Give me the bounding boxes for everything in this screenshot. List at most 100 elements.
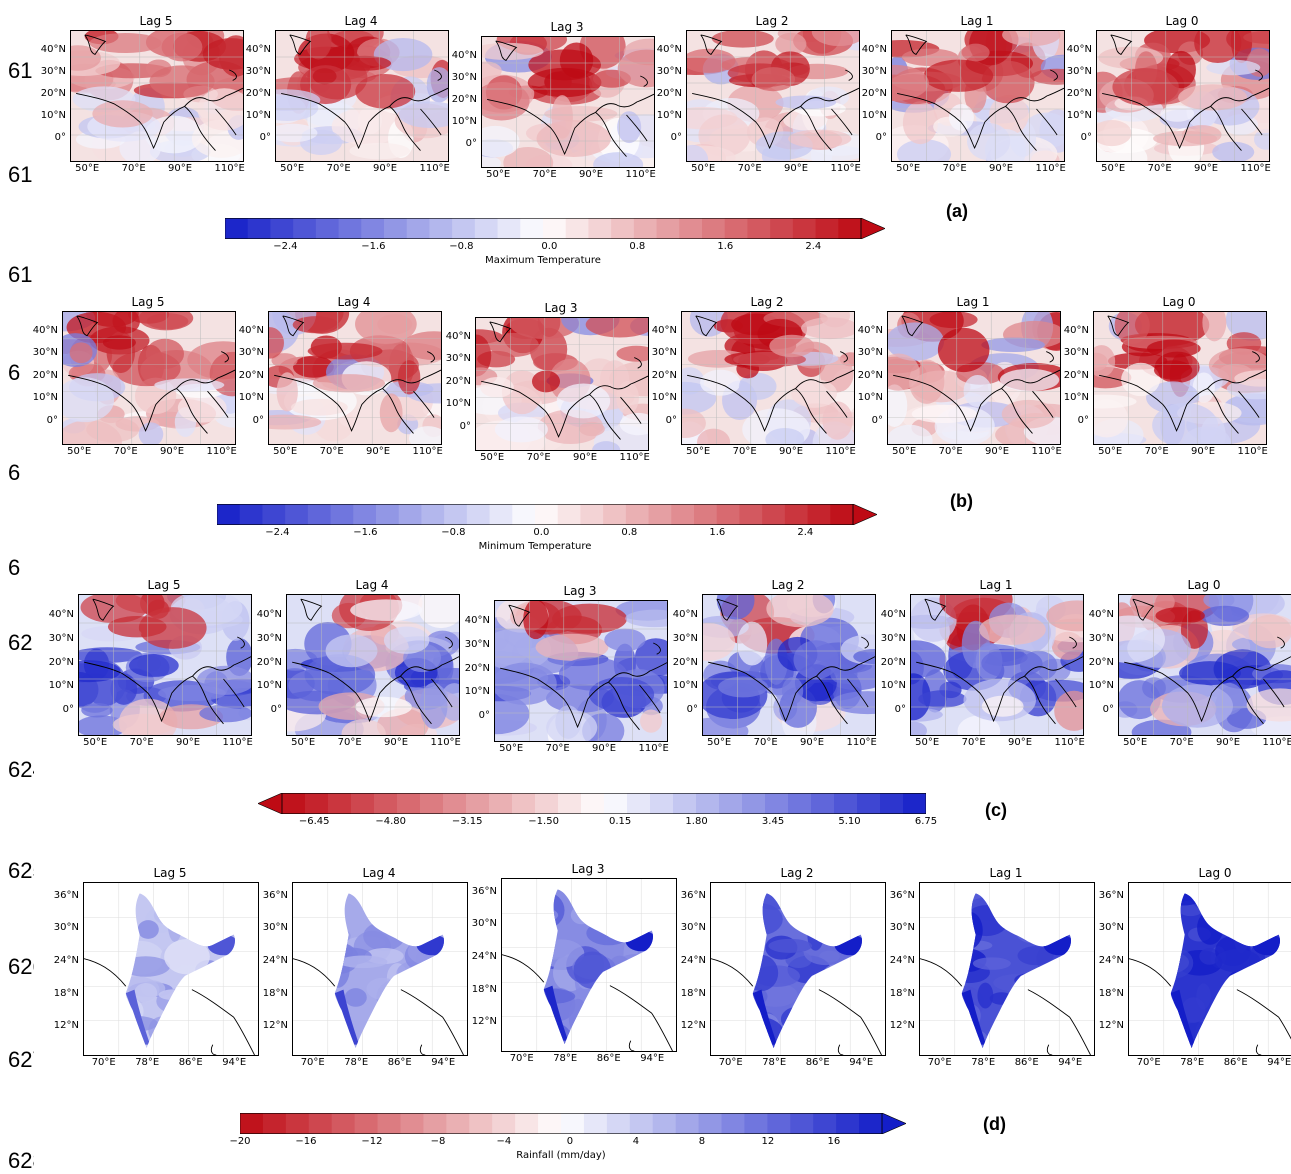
field-blob: [918, 690, 967, 708]
field-blob: [63, 377, 115, 423]
map-subplot: [891, 30, 1065, 162]
rainfall-blob: [1197, 910, 1224, 945]
latitude-label: 10°N: [880, 680, 906, 692]
map-title: Lag 1: [960, 14, 994, 28]
colorbar-band: [353, 504, 377, 525]
colorbar-tick-label: 2.4: [805, 241, 822, 252]
colorbar-band: [497, 218, 521, 239]
longitude-label: 78°E: [971, 1057, 996, 1068]
field-blob: [697, 428, 731, 444]
rainfall-blob: [1170, 1006, 1176, 1032]
map-title: Lag 2: [755, 14, 789, 28]
map-title: Lag 2: [780, 866, 814, 880]
rainfall-blob: [1026, 1004, 1046, 1033]
rainfall-blob: [805, 896, 836, 926]
colorbar-band: [492, 1113, 516, 1134]
latitude-label: 40°N: [464, 615, 490, 626]
colorbar-outline: [240, 1113, 883, 1134]
colorbar-band: [328, 793, 352, 814]
map-field: [293, 883, 467, 1055]
latitude-label: 10°N: [238, 392, 264, 404]
rainfall-blob: [394, 1017, 431, 1036]
coastline: [920, 959, 1091, 1055]
latitude-label: 24°N: [471, 951, 497, 963]
longitude-label: 90°E: [373, 163, 398, 174]
west-coast-rain: [752, 989, 778, 1045]
longitude-label: 70°E: [938, 446, 963, 457]
longitude-label: 70°E: [319, 446, 344, 457]
latitude-label: 30°N: [861, 65, 887, 77]
latitude-label: 30°N: [464, 638, 490, 650]
colorbar-band: [696, 793, 720, 814]
map-title: Lag 0: [1187, 578, 1221, 592]
rainfall-blob: [1170, 950, 1190, 975]
colorbar-band: [629, 1113, 654, 1134]
colorbar-band: [240, 1113, 264, 1134]
line-number: 6: [8, 555, 21, 580]
rainfall-blob: [640, 958, 654, 984]
rainfall-blob: [381, 1032, 424, 1048]
field-blob: [775, 95, 837, 110]
map-field: [269, 312, 441, 444]
rainfall-blob: [816, 905, 843, 921]
longitude-label: 70°E: [1136, 1057, 1161, 1068]
colorbar-band: [838, 218, 862, 239]
longitude-label: 50°E: [1123, 737, 1148, 748]
colorbar-band: [611, 218, 635, 239]
latitude-label: 20°N: [857, 369, 883, 381]
field-blob: [1147, 339, 1201, 358]
latitude-label: 20°N: [880, 656, 906, 668]
field-blob: [617, 111, 642, 144]
rainfall-field: [752, 893, 863, 1049]
colorbar-tick-label: 2.4: [797, 527, 814, 538]
latitude-label: 20°N: [861, 87, 887, 99]
map-subplot: [83, 882, 259, 1056]
latitude-label: 40°N: [451, 49, 477, 61]
field-blob: [137, 655, 161, 672]
field-blob: [488, 332, 539, 357]
longitude-label: 50°E: [486, 169, 511, 180]
field-blob: [1112, 68, 1179, 106]
longitude-label: 110°E: [830, 163, 861, 174]
latitude-label: 30°N: [651, 347, 677, 359]
field-blob: [71, 45, 101, 71]
colorbar-band: [515, 1113, 539, 1134]
colorbar-tick-label: 1.6: [717, 241, 734, 252]
rainfall-blob: [217, 911, 236, 938]
field-blob: [1160, 105, 1195, 122]
latitude-label: 40°N: [857, 324, 883, 336]
colorbar-band: [400, 1113, 424, 1134]
longitude-label: 50°E: [291, 737, 316, 748]
rainfall-base: [961, 893, 1072, 1049]
latitude-label: 40°N: [40, 43, 66, 55]
colorbar-band: [293, 218, 317, 239]
rainfall-blob: [753, 893, 794, 910]
longitude-label: 94°E: [1267, 1057, 1291, 1068]
colorbar-band: [744, 1113, 768, 1134]
latitude-label: 30°N: [1088, 632, 1114, 644]
colorbar-tick-label: −4.80: [375, 816, 406, 827]
latitude-label: 30°N: [889, 922, 915, 934]
west-coast-rain: [125, 989, 151, 1045]
latitude-label: 12°N: [53, 1020, 79, 1032]
field-blob: [579, 421, 605, 437]
map-title: Lag 3: [544, 301, 578, 315]
rainfall-field: [961, 893, 1072, 1049]
colorbar-title: Maximum Temperature: [485, 255, 601, 266]
latitude-label: 30°N: [262, 922, 288, 934]
colorbar-tick-label: 0.8: [621, 527, 638, 538]
colorbar-band: [807, 504, 831, 525]
colorbar-band: [625, 504, 650, 525]
latitude-label: 20°N: [238, 369, 264, 381]
field-blob: [138, 607, 207, 649]
longitude-label: 70°E: [961, 737, 986, 748]
colorbar-band: [225, 218, 249, 239]
field-blob: [383, 626, 430, 654]
line-number: 61: [8, 262, 33, 287]
line-number: 627: [8, 1047, 34, 1072]
latitude-label: 20°N: [1066, 87, 1092, 99]
colorbar-band: [307, 504, 332, 525]
field-blob: [341, 719, 386, 735]
longitude-label: 90°E: [160, 446, 185, 457]
longitude-label: 86°E: [1223, 1057, 1248, 1068]
